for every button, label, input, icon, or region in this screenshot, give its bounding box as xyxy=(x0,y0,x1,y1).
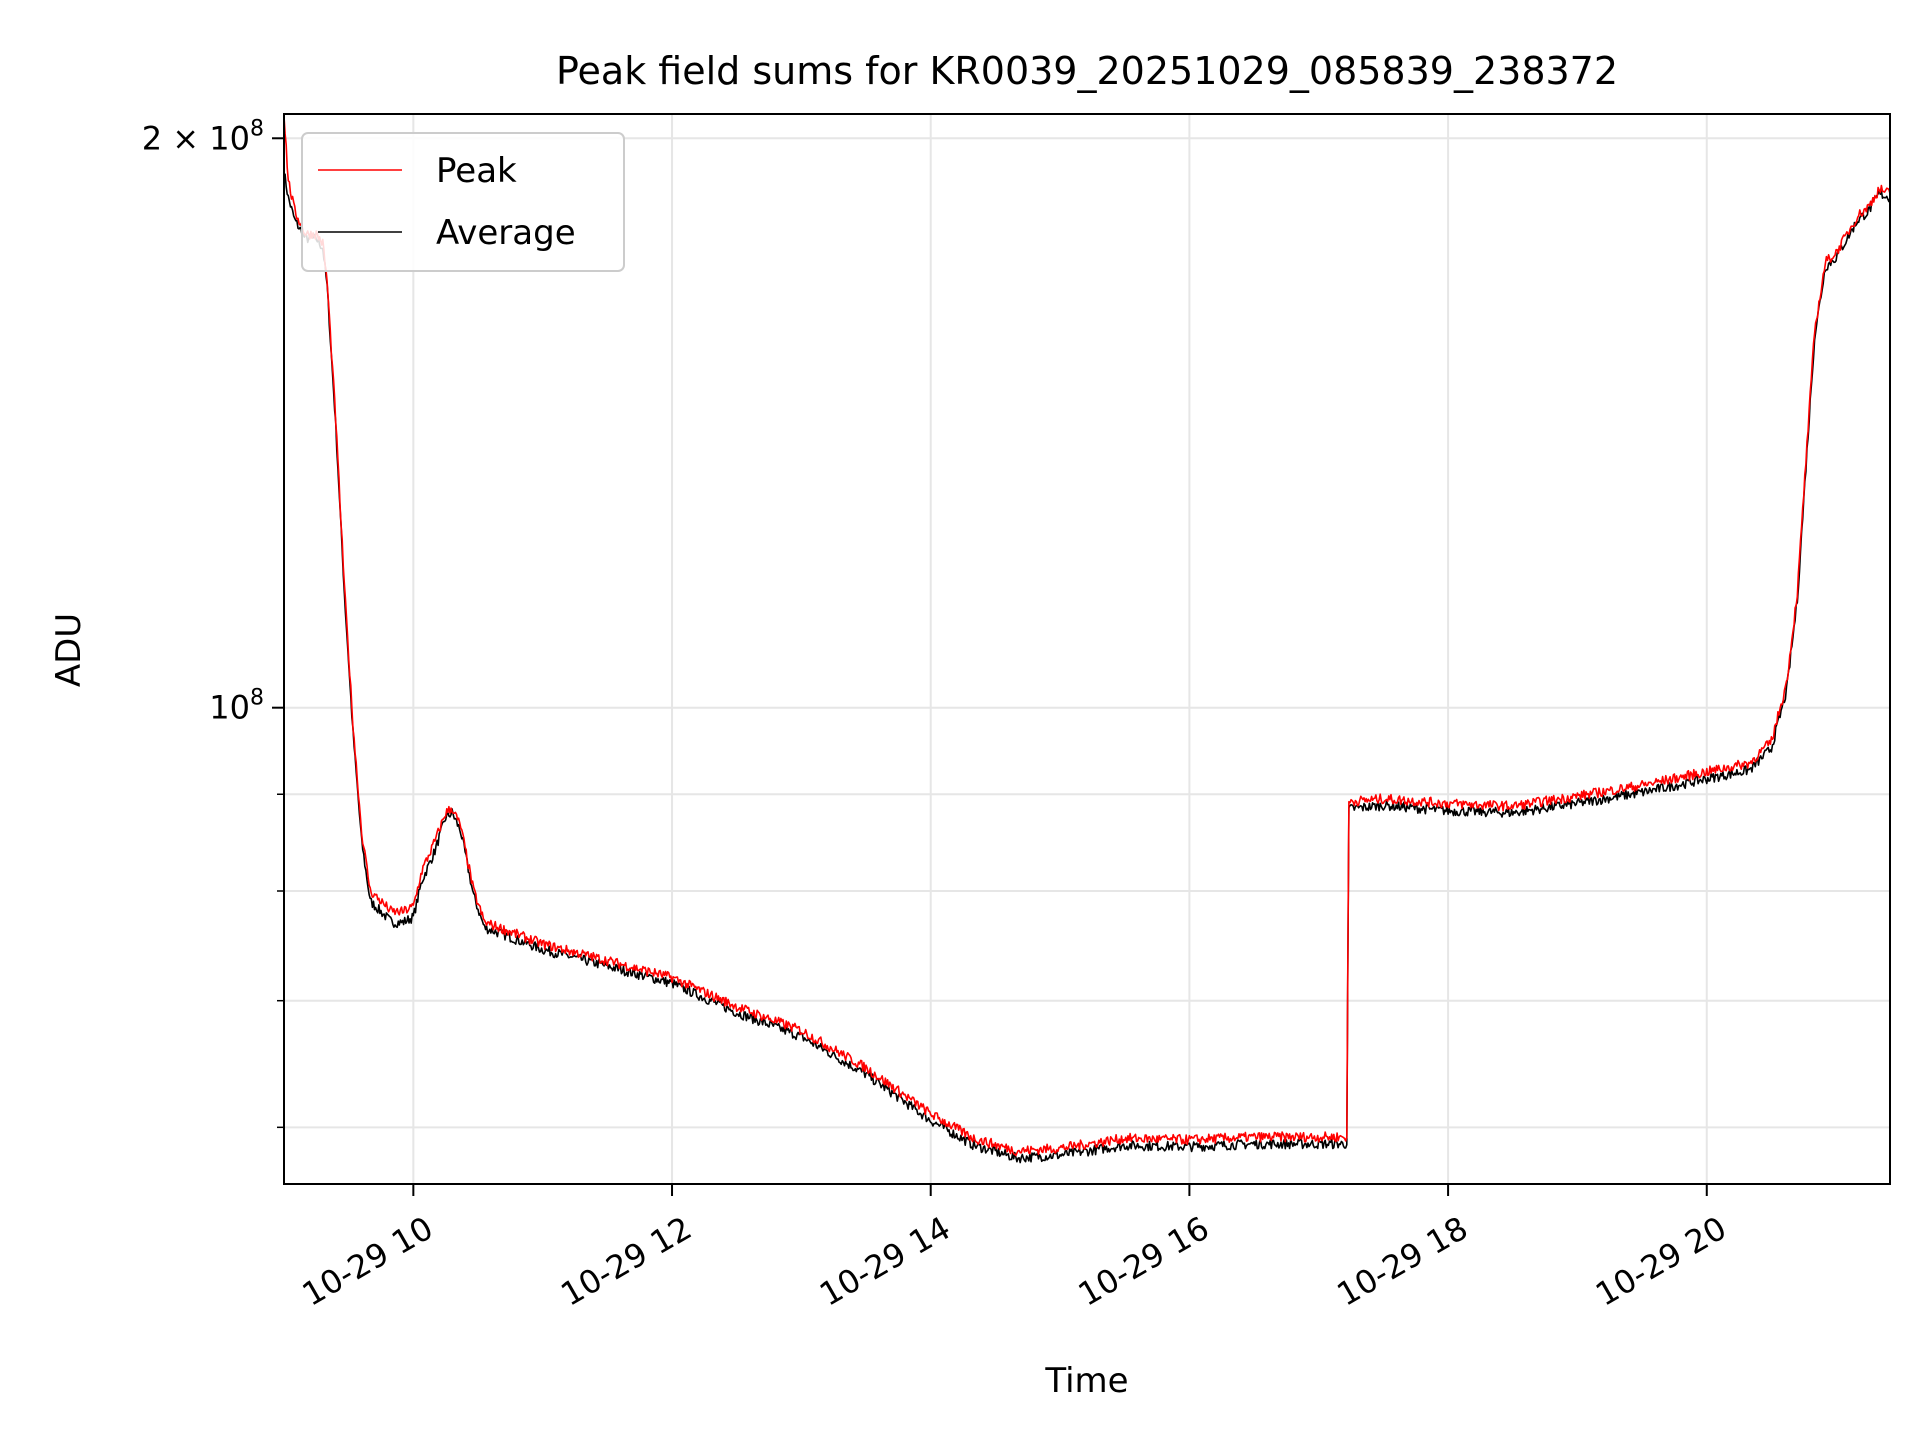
y-tick-base: 10 xyxy=(209,689,250,727)
y-tick-label: 2 × 108 xyxy=(142,116,264,157)
y-axis-label: ADU xyxy=(49,613,89,687)
x-axis-label: Time xyxy=(1044,1361,1128,1401)
chart-title: Peak field sums for KR0039_20251029_0858… xyxy=(556,49,1618,93)
y-tick-coef: 2 × xyxy=(142,119,210,157)
legend-label-average: Average xyxy=(436,213,576,253)
y-tick-exponent: 8 xyxy=(250,116,264,141)
y-tick-base: 10 xyxy=(209,119,250,157)
y-tick-label: 108 xyxy=(209,686,264,727)
series-line-peak xyxy=(283,116,1891,1157)
series-line-average xyxy=(283,173,1891,1164)
series-group xyxy=(283,116,1891,1164)
y-tick-exponent: 8 xyxy=(250,686,264,711)
legend-label-peak: Peak xyxy=(436,151,517,191)
plot-frame xyxy=(283,113,1891,1185)
legend-box xyxy=(301,132,625,272)
legend: Peak Average xyxy=(301,132,625,272)
